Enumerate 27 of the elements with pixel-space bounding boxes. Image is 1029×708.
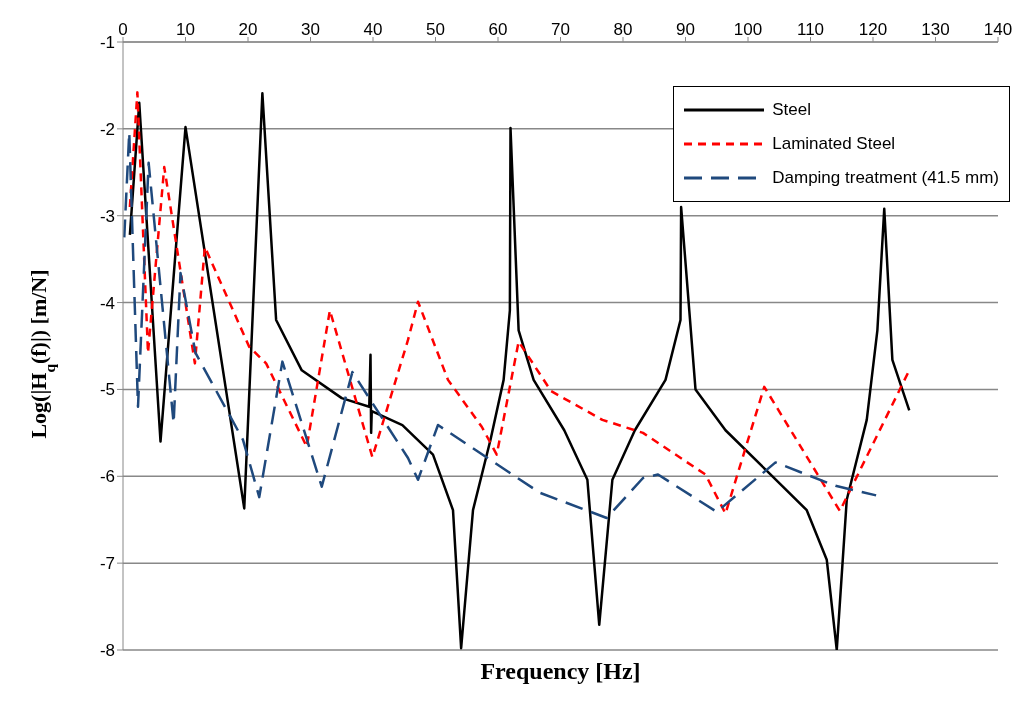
- x-tick-label: 20: [238, 20, 258, 39]
- y-tick-label: -7: [99, 554, 115, 574]
- y-tick-label: -8: [99, 641, 115, 661]
- x-tick-label: 100: [733, 20, 763, 39]
- x-tick-label: 110: [796, 20, 825, 39]
- legend-label: Damping treatment (41.5 mm): [772, 168, 999, 188]
- x-tick-label: 70: [551, 20, 570, 39]
- y-tick-label: -1: [99, 33, 115, 53]
- y-tick-label: -6: [99, 467, 115, 487]
- legend-label: Steel: [772, 100, 811, 120]
- x-tick-label: 10: [176, 20, 195, 39]
- x-tick-label: 30: [301, 20, 320, 39]
- x-tick-label: 140: [983, 20, 1013, 39]
- x-tick-label: 60: [488, 20, 508, 39]
- y-tick-label: -3: [99, 206, 115, 226]
- x-tick-label: 130: [921, 20, 950, 39]
- legend-label: Laminated Steel: [772, 134, 896, 154]
- x-axis-title: Frequency [Hz]: [479, 658, 642, 685]
- y-tick-label: -4: [99, 293, 115, 313]
- y-tick-label: -2: [99, 119, 115, 139]
- x-tick-label: 80: [613, 20, 633, 39]
- x-tick-label: 40: [363, 20, 383, 39]
- y-tick-label: -5: [99, 380, 115, 400]
- x-tick-label: 50: [426, 20, 445, 39]
- x-tick-label: 0: [118, 20, 128, 39]
- x-tick-label: 120: [858, 20, 888, 39]
- x-tick-label: 90: [676, 20, 695, 39]
